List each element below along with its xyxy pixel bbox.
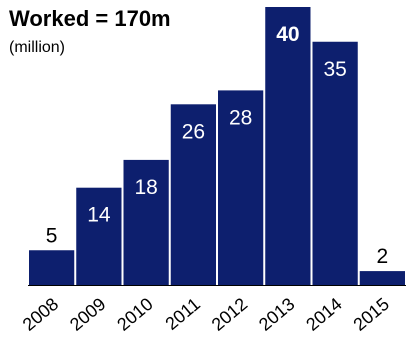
- data-label-2014: 35: [323, 58, 346, 81]
- x-tick-label-2014: 2014: [302, 294, 346, 335]
- data-label-2010: 18: [134, 176, 157, 199]
- bar-2015: [359, 271, 405, 285]
- x-tick-label-2008: 2008: [19, 294, 63, 335]
- data-label-2009: 14: [87, 204, 111, 227]
- data-label-2015: 2: [377, 245, 389, 268]
- bar-2010: [123, 159, 169, 285]
- bar-2008: [29, 250, 75, 285]
- x-tick-label-2015: 2015: [349, 294, 393, 335]
- x-tick-label-2010: 2010: [113, 294, 157, 335]
- x-tick-label-2012: 2012: [208, 294, 252, 335]
- data-label-2008: 5: [46, 224, 58, 247]
- data-label-2013: 40: [276, 23, 299, 46]
- data-label-2012: 28: [229, 106, 252, 129]
- x-tick-label-2013: 2013: [255, 294, 299, 335]
- chart-subtitle: (million): [9, 39, 65, 56]
- x-tick-label-2011: 2011: [161, 294, 204, 334]
- bar-2012: [218, 90, 264, 286]
- bar-2013: [265, 7, 311, 285]
- bar-2014: [312, 41, 358, 285]
- bar-2011: [170, 104, 216, 285]
- bar-2009: [76, 187, 122, 285]
- x-tick-label-2009: 2009: [66, 294, 110, 335]
- data-label-2011: 26: [182, 120, 205, 143]
- chart-title: Worked = 170m: [9, 6, 171, 31]
